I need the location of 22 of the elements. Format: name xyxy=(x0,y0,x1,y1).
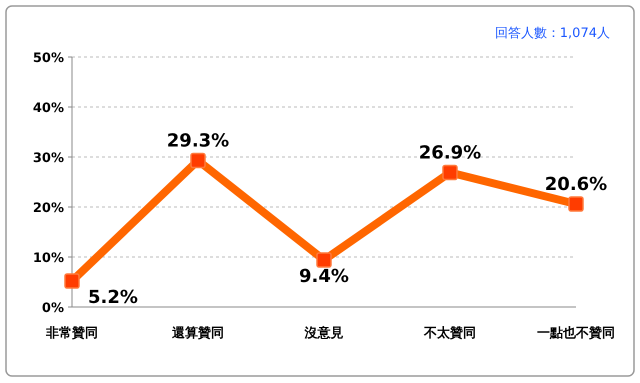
data-label: 26.9% xyxy=(418,142,482,164)
data-label: 9.4% xyxy=(299,266,349,287)
y-tick-label: 10% xyxy=(32,251,64,266)
point xyxy=(442,164,458,180)
point xyxy=(190,152,206,168)
y-tick-label: 30% xyxy=(32,151,64,166)
data-label: 20.6% xyxy=(544,174,608,195)
y-tick-label: 40% xyxy=(32,101,64,116)
point xyxy=(64,273,80,289)
y-tick-label: 0% xyxy=(42,301,64,316)
point xyxy=(316,252,332,268)
x-tick-label: 沒意見 xyxy=(304,325,344,341)
point xyxy=(568,196,584,212)
x-tick-label: 非常贊同 xyxy=(45,326,98,341)
text: 回答人數：1,074人 xyxy=(494,26,610,41)
y-tick-label: 50% xyxy=(32,51,64,66)
x-tick-label: 一點也不贊同 xyxy=(537,326,615,341)
x-tick-label: 不太贊同 xyxy=(423,326,476,341)
y-tick-label: 20% xyxy=(32,201,64,216)
x-tick-label: 還算贊同 xyxy=(171,326,224,341)
data-label: 29.3% xyxy=(166,130,230,152)
data-label: 5.2% xyxy=(88,287,138,308)
